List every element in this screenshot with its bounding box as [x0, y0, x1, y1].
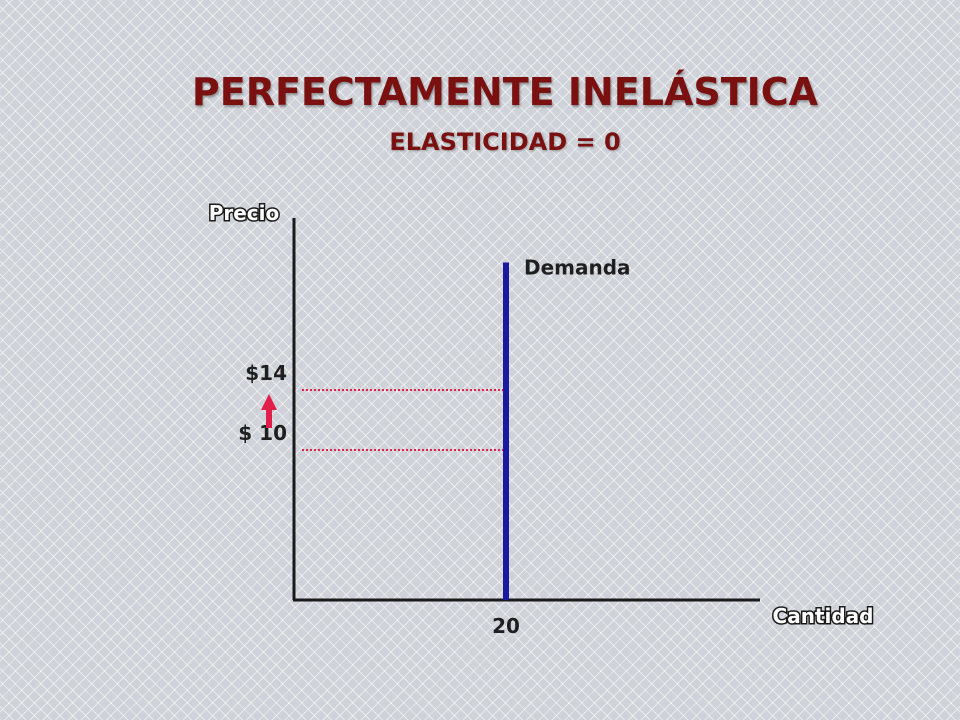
axes [292, 218, 760, 602]
chart-title: PERFECTAMENTE INELÁSTICA [191, 70, 819, 114]
arrow-up-icon [261, 394, 277, 410]
y-axis-label: Precio [209, 201, 280, 225]
price-tick-label: $ 10 [238, 421, 287, 445]
x-tick-label: 20 [492, 614, 520, 638]
series-label-demanda: Demanda [524, 256, 631, 280]
chart-marks: $14 $ 10 Demanda 20 [238, 256, 630, 639]
x-axis-label: Cantidad [773, 604, 874, 628]
price-tick-label: $14 [245, 361, 287, 385]
chart-subtitle: ELASTICIDAD = 0 [389, 128, 621, 156]
